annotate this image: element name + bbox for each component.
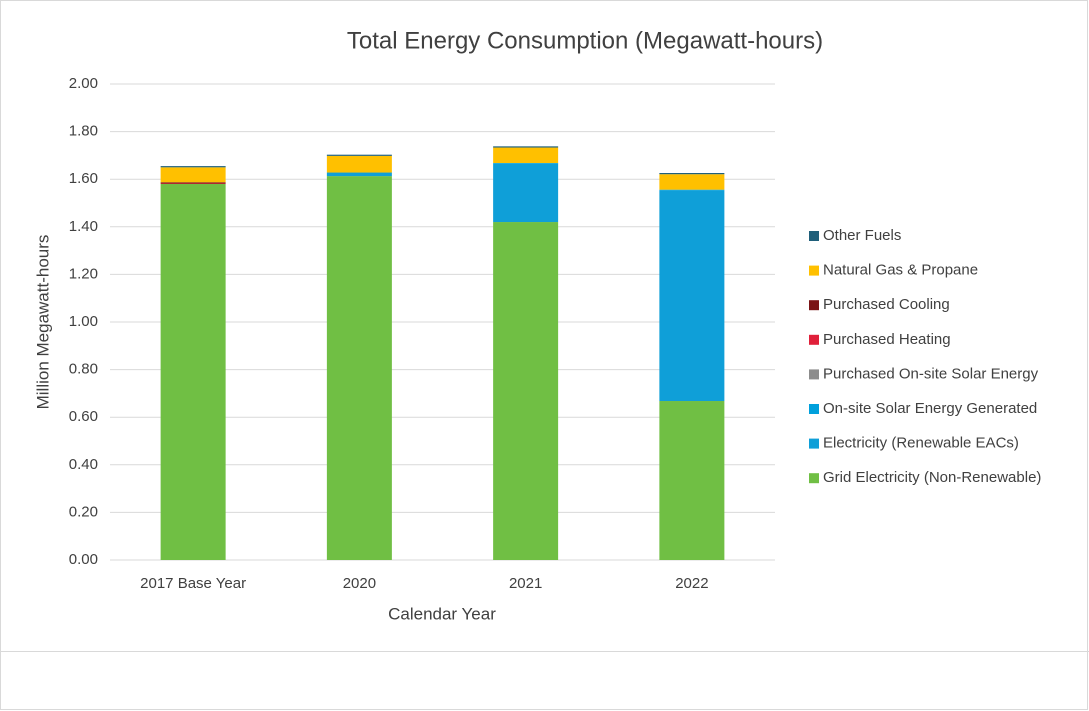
legend-swatch — [809, 369, 819, 380]
bar-segment — [326, 154, 392, 156]
bar-segment — [659, 173, 725, 175]
y-tick-label: 1.20 — [69, 265, 98, 282]
x-tick-label: 2022 — [675, 575, 708, 592]
y-axis-title: Million Megawatt-hours — [33, 235, 52, 410]
y-tick-label: 2.00 — [69, 75, 98, 92]
bar-segment — [326, 155, 392, 173]
x-tick-label: 2017 Base Year — [140, 575, 246, 592]
chart-title: Total Energy Consumption (Megawatt-hours… — [347, 27, 823, 54]
bar-segment — [493, 163, 559, 223]
bar-segment — [160, 182, 226, 184]
bar-segment — [659, 190, 725, 402]
legend-swatch — [809, 473, 819, 484]
y-tick-label: 0.00 — [69, 551, 98, 568]
bar-segment — [659, 401, 725, 560]
bar-segment — [493, 163, 559, 164]
x-axis-title: Calendar Year — [388, 604, 496, 623]
legend-label: Natural Gas & Propane — [823, 262, 978, 279]
legend-swatch — [809, 300, 819, 311]
legend-label: Grid Electricity (Non-Renewable) — [823, 469, 1041, 486]
legend-swatch — [809, 334, 819, 345]
y-tick-label: 0.80 — [69, 361, 98, 378]
bar-segment — [493, 146, 559, 148]
y-tick-label: 0.40 — [69, 456, 98, 473]
bar-segment — [326, 176, 392, 560]
legend-label: Purchased On-site Solar Energy — [823, 365, 1039, 382]
legend-label: On-site Solar Energy Generated — [823, 400, 1037, 417]
bar-segment — [160, 183, 226, 560]
legend-label: Other Fuels — [823, 227, 901, 244]
y-tick-label: 0.60 — [69, 408, 98, 425]
bar-segment — [160, 167, 226, 183]
legend-swatch — [809, 265, 819, 276]
bar-segment — [160, 166, 226, 168]
y-tick-label: 1.40 — [69, 218, 98, 235]
legend-swatch — [809, 404, 819, 414]
y-tick-label: 1.80 — [69, 123, 98, 140]
legend-label: Purchased Cooling — [823, 296, 950, 313]
y-tick-label: 0.20 — [69, 503, 98, 520]
legend-label: Electricity (Renewable EACs) — [823, 435, 1019, 452]
x-tick-label: 2021 — [509, 575, 542, 592]
bar-segment — [493, 147, 559, 164]
y-tick-label: 1.60 — [69, 170, 98, 187]
bar-segment — [659, 174, 725, 190]
x-tick-label: 2020 — [343, 575, 376, 592]
legend-swatch — [809, 231, 819, 241]
legend-label: Purchased Heating — [823, 331, 951, 348]
bar-segment — [659, 189, 725, 191]
bar-segment — [326, 172, 392, 177]
legend-swatch — [809, 438, 819, 449]
bar-segment — [493, 222, 559, 561]
y-tick-label: 1.00 — [69, 313, 98, 330]
